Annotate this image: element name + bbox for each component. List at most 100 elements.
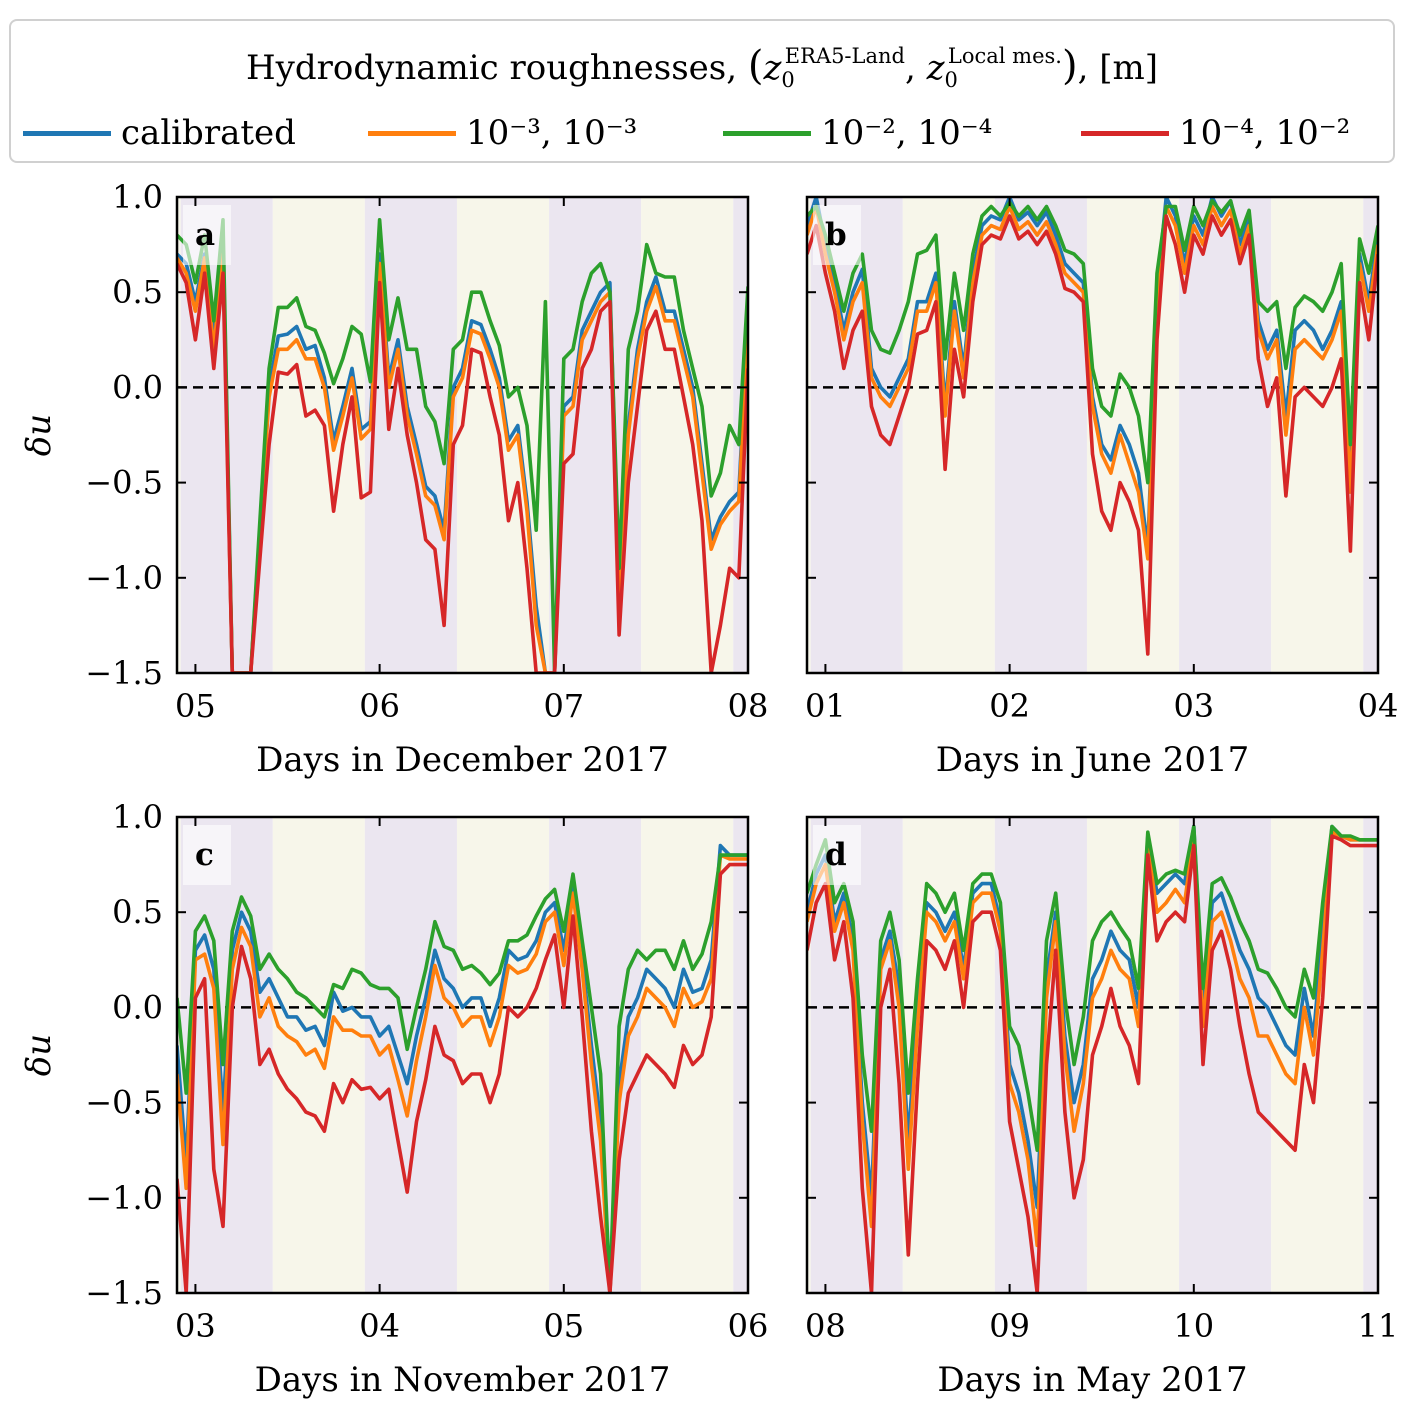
legend-label-red: 10⁻⁴, 10⁻²	[1179, 113, 1351, 153]
legend-title: Hydrodynamic roughnesses, (z0ERA5-Land, …	[246, 43, 1158, 92]
night-band	[1179, 197, 1272, 673]
panel-label-box	[183, 205, 231, 265]
series-line-red	[807, 834, 1378, 1293]
panel-label-box	[183, 825, 231, 885]
y-tick-label: −0.5	[85, 1084, 163, 1122]
series-line-orange	[177, 853, 748, 1293]
night-band	[0, 197, 89, 673]
series-line-calibrated	[177, 242, 748, 673]
series-line-green	[177, 218, 748, 673]
night-band	[364, 817, 457, 1293]
day-band	[807, 817, 811, 1293]
night-band	[442, 817, 534, 1293]
day-band	[1271, 197, 1364, 673]
y-axis-label: δu	[19, 414, 59, 456]
x-axis-label: Days in May 2017	[937, 1360, 1247, 1400]
series-line-calibrated	[177, 843, 748, 1293]
x-tick-label: 06	[359, 687, 400, 725]
series-line-red	[177, 262, 748, 673]
day-band	[272, 817, 365, 1293]
series-lines	[177, 843, 748, 1293]
day-band	[534, 817, 626, 1293]
legend: Hydrodynamic roughnesses, (z0ERA5-Land, …	[9, 19, 1395, 163]
x-tick-label: 04	[1358, 687, 1399, 725]
y-axis-label: δu	[19, 1034, 59, 1076]
y-tick-label: 1.0	[112, 178, 163, 216]
x-tick-label: 05	[175, 687, 216, 725]
panel-label: d	[825, 837, 847, 873]
series-line-orange	[177, 252, 748, 673]
series-line-red	[807, 214, 1378, 656]
legend-entry-orange: 10⁻³, 10⁻³	[368, 111, 637, 155]
day-band	[456, 817, 550, 1293]
x-tick-label: 11	[1358, 1307, 1399, 1345]
panel-label: a	[195, 217, 215, 253]
series-line-calibrated	[807, 824, 1378, 1210]
panel-label-box	[813, 825, 861, 885]
axes-frame	[805, 195, 1380, 675]
legend-entry-red: 10⁻⁴, 10⁻²	[1081, 111, 1350, 155]
x-tick-label: 04	[359, 1307, 400, 1345]
legend-label-calibrated: calibrated	[121, 113, 296, 153]
y-tick-label: 0.0	[112, 988, 163, 1026]
day-band	[534, 197, 626, 673]
legend-z-sup-1: ERA5-Land	[784, 43, 905, 68]
panel-label: b	[825, 217, 847, 253]
day-band	[641, 197, 734, 673]
night-band	[733, 197, 748, 673]
day-band	[902, 197, 995, 673]
panel-c: c 1.0 0.5 0.0 −0.5 −1.0 −1.5 03 04 05 06 Days in No…	[0, 798, 917, 1400]
day-band	[272, 197, 365, 673]
night-band	[733, 817, 748, 1293]
series-lines	[807, 824, 1378, 1293]
day-band	[807, 197, 811, 673]
night-band	[0, 817, 89, 1293]
x-tick-label: 09	[989, 1307, 1030, 1345]
y-tick-label: −1.5	[85, 654, 163, 692]
series-line-green	[807, 824, 1378, 1152]
y-tick-label: 0.0	[112, 368, 163, 406]
day-band	[825, 197, 917, 673]
axes-frame	[175, 815, 750, 1295]
night-band	[549, 817, 642, 1293]
y-tick-label: −1.0	[85, 1179, 163, 1217]
night-band	[442, 197, 534, 673]
legend-swatch-calibrated	[23, 130, 111, 136]
day-band	[1086, 817, 1180, 1293]
night-band	[810, 817, 903, 1293]
x-tick-label: 07	[543, 687, 584, 725]
panel-a: a 1.0 0.5 0.0 −0.5 −1.0 −1.5 05 06 07 08 Days in De…	[0, 178, 917, 780]
series-lines	[807, 197, 1378, 656]
panel-d: d 08 09 10 11 Days in May 2017	[442, 815, 1399, 1400]
legend-label-orange: 10⁻³, 10⁻³	[466, 113, 638, 153]
series-line-orange	[807, 830, 1378, 1248]
night-band	[994, 197, 1087, 673]
series-line-red	[177, 862, 748, 1293]
day-band	[825, 817, 917, 1293]
night-band	[180, 817, 273, 1293]
series-line-green	[177, 853, 748, 1293]
series-line-orange	[807, 204, 1378, 561]
night-band	[364, 197, 457, 673]
day-band	[902, 817, 995, 1293]
day-band	[177, 817, 181, 1293]
legend-title-prefix: Hydrodynamic roughnesses,	[246, 48, 738, 88]
legend-label-green: 10⁻², 10⁻⁴	[821, 113, 993, 153]
x-tick-label: 03	[1173, 687, 1214, 725]
x-tick-label: 08	[728, 687, 769, 725]
day-band	[177, 197, 181, 673]
day-band	[641, 817, 734, 1293]
y-tick-label: −1.5	[85, 1274, 163, 1312]
legend-z-symbol-1: z	[763, 48, 782, 88]
legend-title-unit: [m]	[1099, 48, 1158, 88]
day-band	[1086, 197, 1180, 673]
x-tick-label: 08	[805, 1307, 846, 1345]
night-band	[1363, 817, 1378, 1293]
x-tick-label: 10	[1173, 1307, 1214, 1345]
night-band	[1363, 197, 1378, 673]
panel-label-box	[813, 205, 861, 265]
night-band	[626, 197, 718, 673]
x-tick-label: 05	[543, 1307, 584, 1345]
x-axis-label: Days in June 2017	[936, 740, 1249, 780]
legend-swatch-green	[723, 130, 811, 136]
